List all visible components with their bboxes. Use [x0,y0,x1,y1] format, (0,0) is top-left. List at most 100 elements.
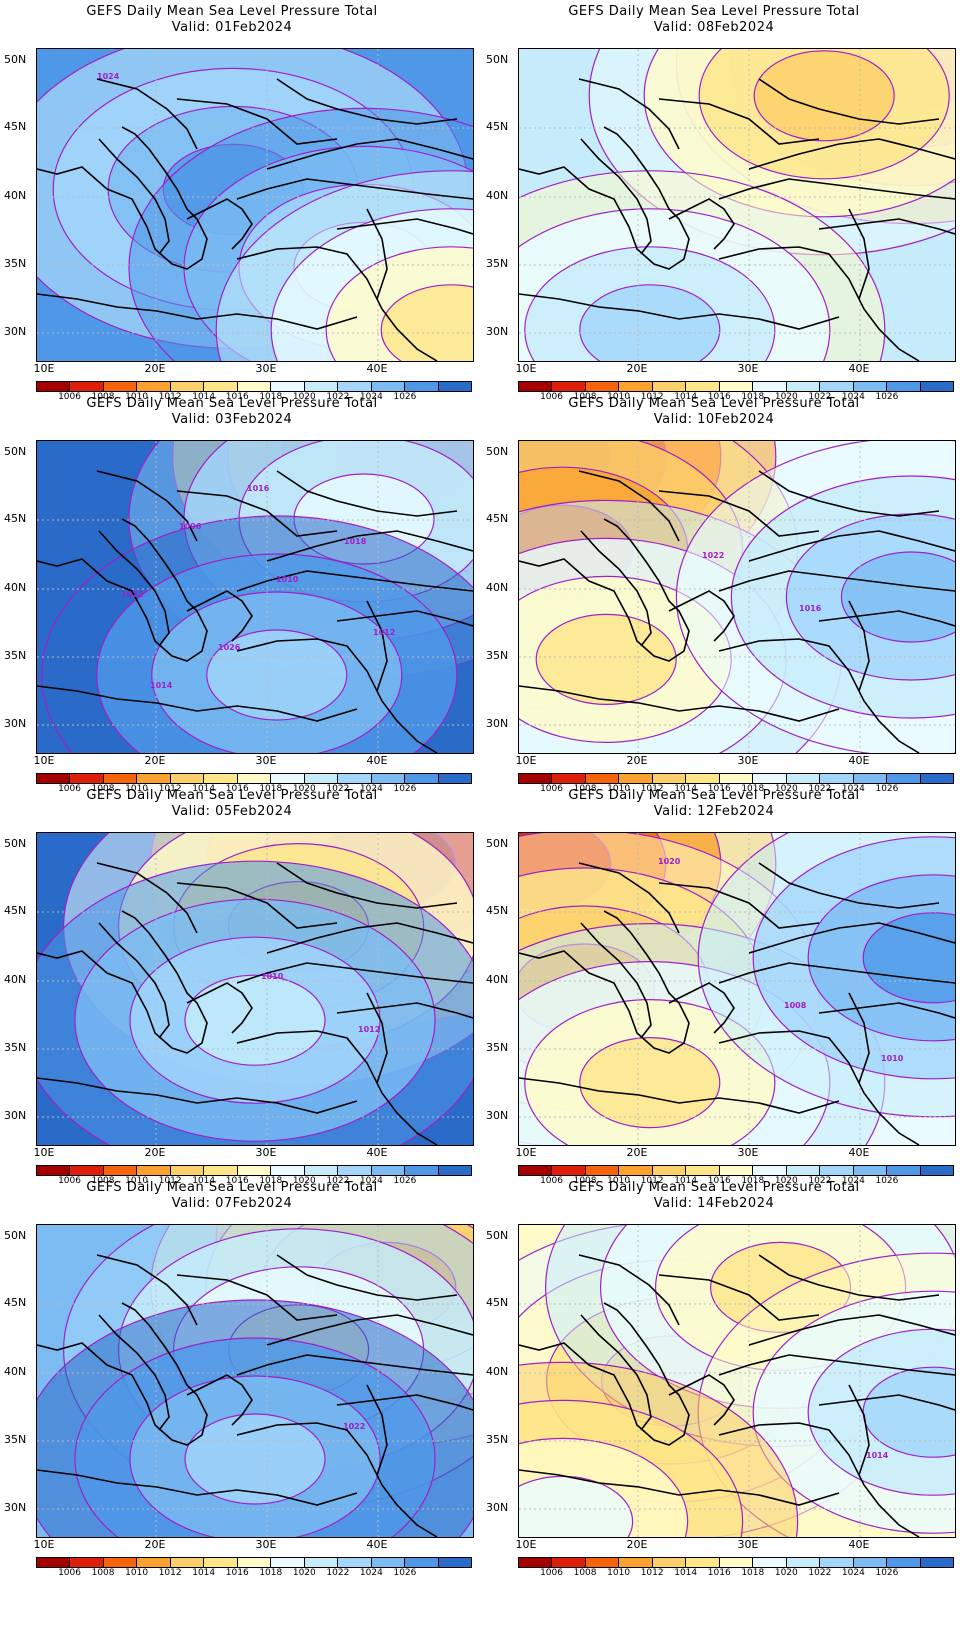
colorbar-swatch [652,1558,687,1567]
map-panel: GEFS Daily Mean Sea Level Pressure Total… [0,784,474,1176]
colorbar-swatch [519,774,553,783]
lat-tick-label: 30N [4,717,27,730]
colorbar-label: 1008 [91,1568,115,1578]
colorbar-swatch [438,382,472,391]
isobar-line [184,974,326,1066]
colorbar-swatch [652,774,687,783]
map-canvas: 1022 [37,1225,473,1537]
coastline [718,570,955,592]
colorbar-swatch [304,382,339,391]
lat-tick-label: 45N [4,120,27,133]
isobar-label: 1010 [261,972,284,981]
colorbar-swatch [585,382,620,391]
map-panel: GEFS Daily Mean Sea Level Pressure Total… [482,392,956,784]
lon-tick-label: 10E [33,1146,55,1159]
isobar-line [270,208,473,361]
colorbar-label: 1016 [707,392,731,402]
colorbar-swatch [619,382,653,391]
colorbar-swatch [786,1166,821,1175]
colorbar-label: 1022 [326,392,350,402]
isobar-line [862,912,955,1004]
map-panel: GEFS Daily Mean Sea Level Pressure Total… [0,1176,474,1568]
colorbar-label: 1026 [393,784,417,794]
isobar-line [730,475,955,719]
colorbar-label: 1020 [292,784,316,794]
isobar-line [579,284,721,361]
colorbar-label: 1010 [607,1176,631,1186]
colorbar-label: 1020 [774,1176,798,1186]
lat-tick-label: 30N [486,1109,509,1122]
isobar-label: 1012 [373,628,395,637]
colorbar-swatch [686,382,720,391]
isobar-label: 1016 [247,484,270,493]
lon-tick-label: 30E [255,754,277,767]
map-canvas: 1024 [37,49,473,361]
coastline [580,1314,652,1431]
colorbar-swatch [37,774,71,783]
colorbar-swatch [920,1558,954,1567]
colorbar-label: 1008 [573,392,597,402]
colorbar-label: 1018 [259,392,283,402]
lon-tick-label: 10E [515,1538,537,1551]
colorbar-label: 1012 [640,784,664,794]
colorbar-label: 1026 [875,1176,899,1186]
coastline [718,638,920,753]
panel-valid-date: Valid: 05Feb2024 [171,804,293,819]
lon-tick-label: 20E [144,1538,166,1551]
panel-title: GEFS Daily Mean Sea Level Pressure Total… [482,788,946,820]
pressure-region [536,614,677,705]
lon-tick-label: 10E [33,362,55,375]
panel-valid-date: Valid: 08Feb2024 [653,20,775,35]
isobar-label: 1024 [97,72,120,81]
lon-tick-label: 20E [144,754,166,767]
colorbar-swatch [103,774,138,783]
coastline [818,610,955,627]
coastline [580,922,652,1039]
colorbar-label: 1008 [573,1176,597,1186]
colorbar-label: 1012 [158,1568,182,1578]
colorbar-label: 1010 [607,784,631,794]
lat-tick-label: 40N [4,1365,27,1378]
colorbar-swatch [820,382,854,391]
panel-valid-date: Valid: 14Feb2024 [653,1196,775,1211]
colorbar-swatch [619,1166,653,1175]
lat-tick-label: 35N [486,649,509,662]
colorbar-swatch [338,1558,372,1567]
colorbar-swatch [204,1166,238,1175]
coastline [276,1254,458,1301]
colorbar-swatch [137,382,171,391]
coastline [366,992,388,1084]
isobar-line [643,49,955,218]
pressure-map [518,48,956,362]
coastline [176,1274,338,1321]
colorbar-label: 1010 [607,1568,631,1578]
colorbar-label: 1026 [393,1176,417,1186]
colorbar-swatch [552,774,586,783]
pressure-region [579,284,720,361]
colorbar-swatch [204,774,238,783]
colorbar-swatch [585,774,620,783]
isobar-line [519,1361,799,1537]
isobar-line [753,50,895,142]
map-panel: GEFS Daily Mean Sea Level Pressure Total… [482,1176,956,1568]
lat-tick-label: 30N [486,1501,509,1514]
isobar-label: 1018 [344,537,367,546]
coastline [37,1302,208,1446]
coastline [519,910,690,1054]
colorbar-label: 1014 [674,392,698,402]
colorbar-swatch [137,774,171,783]
map-canvas: 1006 1010 1012 1014 1016 1018 1022 1026 [37,441,473,753]
colorbar-label: 1010 [125,784,149,794]
coastline [848,1384,870,1476]
map-canvas: 1008 1010 1020 [519,833,955,1145]
colorbar-label: 1014 [192,1176,216,1186]
lon-tick-label: 30E [737,754,759,767]
lat-tick-label: 50N [486,445,509,458]
coastline [748,138,955,170]
colorbar-label: 1016 [225,1176,249,1186]
panel-title: GEFS Daily Mean Sea Level Pressure Total… [0,788,464,820]
colorbar-swatch [853,1166,888,1175]
lon-tick-label: 20E [626,754,648,767]
coastline [266,922,473,954]
colorbar-swatch [652,1166,687,1175]
